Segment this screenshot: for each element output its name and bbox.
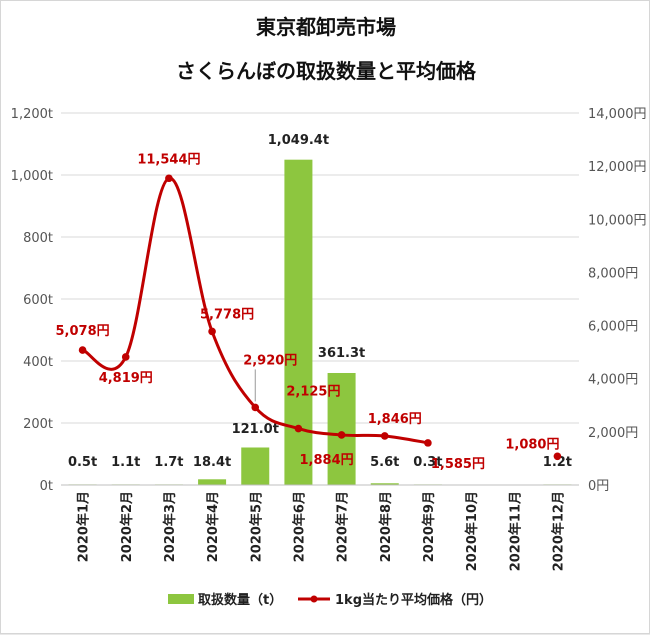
- x-tick-label: 2020年5月: [248, 491, 264, 562]
- price-data-label: 2,920円: [243, 353, 297, 368]
- chart-title: 東京都卸売市場: [256, 15, 396, 39]
- legend-bar-label: 取扱数量（t）: [198, 592, 282, 608]
- bar: [370, 483, 399, 485]
- x-tick-label: 2020年3月: [162, 491, 178, 562]
- bar: [198, 479, 227, 485]
- left-tick-label: 800t: [23, 231, 53, 246]
- price-data-label: 1,884円: [300, 453, 354, 468]
- price-point: [553, 452, 562, 461]
- right-tick-label: 10,000円: [588, 213, 647, 228]
- price-data-label: 1,080円: [505, 437, 559, 452]
- bar-data-label: 0.5t: [68, 455, 97, 470]
- legend-bar-swatch: [168, 594, 194, 604]
- x-tick-label: 2020年6月: [291, 491, 307, 562]
- price-point: [337, 431, 346, 439]
- left-tick-label: 600t: [23, 293, 53, 308]
- price-point: [78, 346, 87, 354]
- x-tick-label: 2020年8月: [378, 491, 394, 562]
- price-data-label: 1,585円: [431, 457, 485, 472]
- bar: [241, 447, 270, 485]
- price-data-label: 1,846円: [368, 412, 422, 427]
- x-tick-label: 2020年1月: [76, 491, 92, 562]
- bar-data-label: 1.7t: [154, 455, 183, 470]
- price-point: [380, 432, 389, 440]
- left-tick-label: 200t: [23, 417, 53, 432]
- bar-series: [68, 159, 572, 485]
- x-axis-ticks: 2020年1月 2020年2月 2020年3月 2020年4月 2020年5月 2020年…: [61, 484, 579, 571]
- legend-line-marker: [310, 595, 318, 603]
- x-tick-label: 2020年12月: [550, 491, 566, 571]
- left-axis-ticks: 0t 200t 400t 600t 800t 1,000t 1,200t: [11, 107, 53, 494]
- right-tick-label: 0円: [588, 479, 609, 494]
- bar-data-label: 1.1t: [111, 455, 140, 470]
- price-point: [208, 327, 216, 336]
- price-line: [81, 176, 429, 445]
- price-point: [294, 424, 303, 433]
- price-data-label: 4,819円: [99, 371, 153, 386]
- right-tick-label: 2,000円: [588, 426, 638, 441]
- bar-data-label: 18.4t: [193, 455, 231, 470]
- bar-data-labels: 0.5t 1.1t 1.7t 18.4t 121.0t 1,049.4t 361.3t 5.6…: [68, 133, 572, 470]
- right-axis-ticks: 0円 2,000円 4,000円 6,000円 8,000円 10,000円 12,000円…: [588, 107, 647, 494]
- price-point: [121, 353, 130, 361]
- x-tick-label: 2020年10月: [464, 491, 480, 571]
- legend: 取扱数量（t） 1kg当たり平均価格（円）: [168, 592, 492, 608]
- price-line-series: [78, 174, 562, 461]
- right-tick-label: 6,000円: [588, 320, 638, 335]
- left-tick-label: 0t: [40, 479, 53, 494]
- right-tick-label: 8,000円: [588, 266, 638, 281]
- price-point: [165, 174, 173, 183]
- price-data-label: 5,778円: [200, 307, 254, 322]
- left-tick-label: 400t: [23, 355, 53, 370]
- x-tick-label: 2020年11月: [507, 491, 523, 571]
- x-tick-label: 2020年4月: [205, 491, 221, 562]
- x-tick-label: 2020年9月: [421, 491, 437, 562]
- chart-subtitle: さくらんぼの取扱数量と平均価格: [176, 59, 477, 83]
- price-data-label: 5,078円: [56, 324, 110, 339]
- right-tick-label: 12,000円: [588, 160, 647, 175]
- bar-data-label: 1.2t: [543, 455, 572, 470]
- bar: [327, 372, 356, 485]
- bar-data-label: 1,049.4t: [268, 133, 329, 148]
- left-tick-label: 1,200t: [11, 107, 53, 122]
- gridlines: [61, 112, 579, 486]
- price-data-label: 2,125円: [286, 385, 340, 400]
- right-tick-label: 14,000円: [588, 107, 647, 122]
- bar-data-label: 121.0t: [232, 422, 279, 437]
- left-tick-label: 1,000t: [11, 169, 53, 184]
- price-point: [424, 439, 432, 447]
- price-point: [251, 403, 260, 412]
- x-tick-label: 2020年7月: [335, 491, 351, 562]
- bar-data-label: 0.3t: [413, 455, 442, 470]
- bar-data-label: 361.3t: [318, 346, 365, 361]
- legend-line-label: 1kg当たり平均価格（円）: [335, 592, 492, 608]
- price-data-label: 11,544円: [137, 152, 200, 167]
- bar: [284, 159, 313, 485]
- price-data-labels: 5,078円 4,819円 11,544円 5,778円 2,920円 2,125円 1,8…: [56, 152, 560, 472]
- x-tick-label: 2020年2月: [119, 491, 135, 562]
- bar-data-label: 5.6t: [370, 455, 399, 470]
- right-tick-label: 4,000円: [588, 373, 638, 388]
